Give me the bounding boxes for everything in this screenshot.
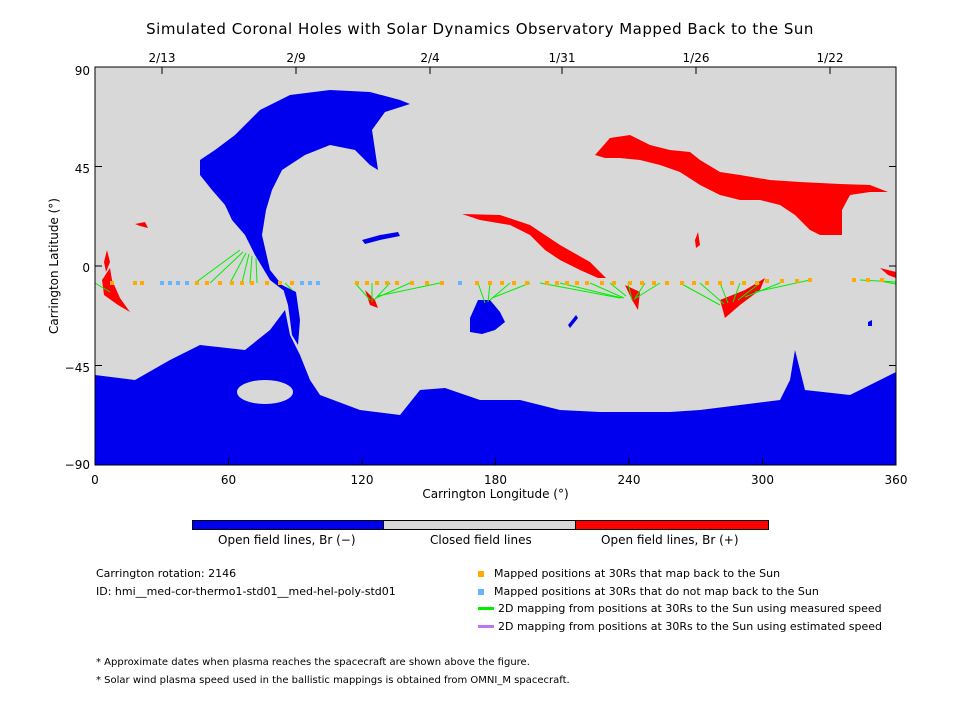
- legend-item-mapped: Mapped positions at 30Rs that map back t…: [478, 567, 780, 580]
- x-ticks: [94, 66, 897, 465]
- legend-label: 2D mapping from positions at 30Rs to the…: [498, 602, 882, 615]
- legend-label: Mapped positions at 30Rs that map back t…: [494, 567, 781, 580]
- y-tick-label: 0: [82, 261, 90, 275]
- legend-label: 2D mapping from positions at 30Rs to the…: [498, 620, 883, 633]
- x-tick-label: 360: [885, 473, 908, 487]
- x-tick-label: 0: [91, 473, 99, 487]
- colorbar-label-positive: Open field lines, Br (+): [601, 533, 739, 547]
- colorbar-label-negative: Open field lines, Br (−): [218, 533, 356, 547]
- y-tick-label: 90: [75, 64, 90, 78]
- top-date-label: 1/26: [683, 51, 710, 65]
- x-tick-label: 120: [351, 473, 374, 487]
- legend-item-unmapped: Mapped positions at 30Rs that do not map…: [478, 585, 819, 598]
- closed-island: [237, 380, 293, 404]
- y-tick-label: 45: [75, 162, 90, 176]
- figure-title: Simulated Coronal Holes with Solar Dynam…: [146, 20, 814, 38]
- legend-item-estimated: 2D mapping from positions at 30Rs to the…: [478, 620, 882, 633]
- legend-item-measured: 2D mapping from positions at 30Rs to the…: [478, 602, 882, 615]
- top-date-label: 2/9: [286, 51, 305, 65]
- top-date-label: 1/22: [817, 51, 844, 65]
- x-tick-label: 180: [484, 473, 507, 487]
- negative-polarity-regions: [95, 90, 896, 465]
- x-axis-label: Carrington Longitude (°): [422, 487, 568, 501]
- line-marker-icon: [478, 607, 494, 610]
- legend-label: Mapped positions at 30Rs that do not map…: [494, 585, 819, 598]
- x-tick-label: 300: [751, 473, 774, 487]
- footnote: * Solar wind plasma speed used in the ba…: [96, 675, 570, 686]
- colorbar-label-closed: Closed field lines: [430, 533, 532, 547]
- x-tick-label: 60: [221, 473, 236, 487]
- colorbar-negative: [192, 520, 384, 530]
- line-marker-icon: [478, 625, 494, 628]
- carrington-rotation: Carrington rotation: 2146: [96, 567, 237, 580]
- mapped-positions: [110, 278, 884, 285]
- y-axis-label: Carrington Latitude (°): [47, 198, 61, 334]
- top-date-label: 1/31: [549, 51, 576, 65]
- top-date-label: 2/4: [420, 51, 439, 65]
- square-marker-icon: [478, 570, 484, 577]
- colorbar-closed: [383, 520, 576, 530]
- model-id: ID: hmi__med-cor-thermo1-std01__med-hel-…: [96, 585, 396, 598]
- colorbar-positive: [575, 520, 769, 530]
- top-date-label: 2/13: [149, 51, 176, 65]
- x-tick-label: 240: [618, 473, 641, 487]
- footnote: * Approximate dates when plasma reaches …: [96, 657, 530, 668]
- square-marker-icon: [478, 588, 484, 595]
- y-tick-label: −45: [65, 361, 90, 375]
- mapping-lines: [94, 249, 897, 306]
- y-tick-label: −90: [65, 458, 90, 472]
